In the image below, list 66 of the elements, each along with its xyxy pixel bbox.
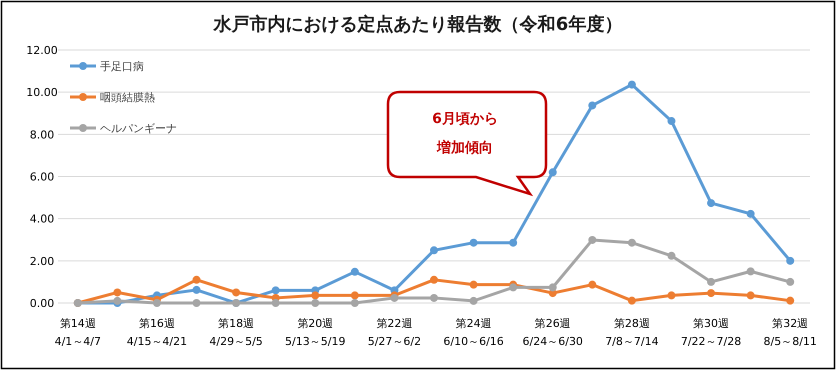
point (152, 299, 161, 307)
point (311, 291, 320, 300)
point (548, 168, 557, 176)
point (192, 299, 201, 307)
x-tick-label: 第32週 8/5～8/11 (764, 317, 817, 348)
x-tick-label: 第20週 5/13～5/19 (285, 317, 346, 348)
legend-label: 手足口病 (100, 60, 144, 73)
point (628, 80, 636, 89)
point (746, 267, 755, 276)
y-tick-label: 8.00 (30, 128, 54, 142)
x-tick-label: 第28週 7/8～7/14 (605, 317, 659, 348)
annotation: 増加傾向 (436, 139, 493, 156)
point (786, 256, 794, 265)
point (113, 288, 122, 296)
annotation: 6月頃から (432, 111, 498, 127)
point (588, 101, 596, 110)
point (588, 236, 596, 244)
point (707, 289, 716, 298)
x-tick-label: 第26週 6/24～6/30 (522, 317, 583, 348)
point (470, 296, 478, 305)
point (430, 246, 438, 254)
point (667, 291, 676, 300)
legend-label: 咽頭結膜熱 (100, 91, 155, 104)
point (746, 291, 755, 300)
legend-label: ヘルパンギーナ (100, 122, 177, 135)
point (628, 238, 636, 247)
y-tick-label: 4.00 (30, 212, 54, 226)
point (113, 296, 122, 305)
point (232, 288, 240, 296)
point (192, 276, 201, 284)
point (350, 299, 359, 307)
y-tick-label: 10.00 (26, 86, 58, 100)
x-tick-label: 第16週 4/15～4/21 (126, 317, 188, 348)
point (707, 278, 716, 286)
point (786, 278, 794, 286)
point (470, 238, 478, 247)
point (667, 117, 676, 126)
chart-title: 水戸市内における定点あたり報告数（令和6年度） (212, 14, 622, 35)
x-tick-label: 第24週 6/10～6/16 (443, 317, 504, 348)
point (786, 296, 794, 305)
point (350, 291, 359, 300)
point (707, 199, 716, 208)
point (390, 294, 398, 302)
point (350, 268, 359, 276)
point (548, 283, 557, 292)
point (192, 286, 201, 294)
point (311, 299, 320, 307)
point (430, 294, 438, 302)
y-tick-label: 2.00 (30, 254, 54, 268)
point (509, 283, 518, 292)
x-tick-label: 第22週 5/27～6/2 (368, 317, 422, 348)
point (509, 238, 518, 247)
point (470, 280, 478, 289)
point (588, 280, 596, 289)
point (272, 299, 280, 307)
point (430, 276, 438, 284)
point (628, 296, 636, 305)
x-tick-label: 第18週 4/29～5/5 (209, 317, 263, 348)
x-tick-label: 第30週 7/22～7/28 (680, 317, 742, 348)
point (272, 286, 280, 294)
y-tick-label: 0.00 (30, 297, 54, 310)
y-tick-label: 12.00 (26, 44, 58, 57)
point (746, 210, 755, 218)
x-tick-label: 第14週 4/1～4/7 (54, 317, 101, 348)
y-tick-label: 6.00 (30, 170, 54, 184)
point (667, 252, 676, 260)
